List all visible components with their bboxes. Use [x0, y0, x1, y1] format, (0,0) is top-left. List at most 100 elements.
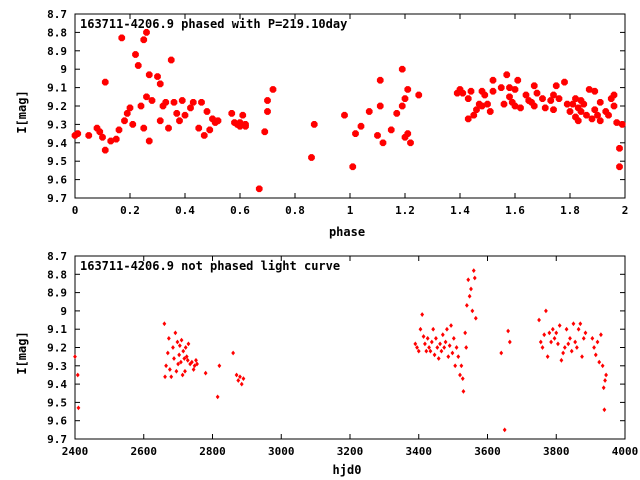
data-point — [580, 100, 588, 108]
data-point — [132, 51, 139, 58]
data-point — [591, 106, 599, 114]
data-point — [573, 339, 578, 345]
data-point — [239, 381, 244, 387]
data-point — [506, 84, 513, 91]
data-point — [550, 106, 557, 114]
data-point — [506, 328, 511, 334]
data-point — [561, 78, 568, 86]
data-point — [308, 154, 315, 161]
data-point — [610, 102, 618, 110]
data-point — [541, 104, 549, 112]
data-point — [436, 356, 441, 361]
unphased-y-axis-label: I[mag] — [15, 331, 29, 374]
data-point — [310, 121, 318, 128]
y-tick-label: 8.8 — [47, 26, 67, 39]
y-tick-label: 9.6 — [47, 174, 67, 187]
data-point — [154, 73, 161, 80]
data-point — [559, 357, 564, 363]
data-point — [459, 89, 467, 97]
data-point — [76, 405, 81, 411]
data-point — [580, 354, 584, 360]
data-point — [489, 76, 497, 84]
data-point — [181, 348, 186, 354]
data-point — [374, 132, 381, 139]
y-tick-label: 8.9 — [47, 287, 67, 300]
data-point — [166, 335, 171, 341]
data-point — [198, 98, 205, 106]
x-tick-label: 2600 — [131, 445, 158, 458]
data-point — [200, 132, 208, 139]
y-tick-label: 9.5 — [47, 155, 67, 168]
data-point — [447, 343, 452, 349]
data-point — [118, 34, 126, 42]
data-point — [596, 117, 604, 125]
data-point — [123, 110, 131, 117]
x-tick-label: 0.4 — [175, 204, 195, 217]
y-tick-label: 9.5 — [47, 396, 67, 409]
data-point — [194, 357, 198, 363]
data-point — [365, 108, 373, 115]
data-point — [533, 89, 541, 97]
data-point — [189, 359, 194, 365]
x-tick-label: 1 — [347, 204, 354, 217]
data-point — [556, 341, 560, 347]
data-point — [178, 359, 183, 365]
data-point — [464, 115, 472, 123]
data-point — [162, 98, 170, 106]
data-point — [574, 345, 579, 350]
data-point — [581, 335, 586, 341]
data-point — [583, 330, 588, 336]
data-point — [236, 378, 241, 383]
data-point — [264, 97, 271, 104]
data-point — [600, 363, 605, 369]
x-tick-label: 3400 — [406, 445, 433, 458]
x-tick-label: 0.8 — [285, 204, 305, 217]
data-point — [415, 345, 419, 350]
data-point — [547, 97, 555, 104]
data-point — [195, 361, 199, 367]
data-point — [206, 126, 214, 134]
data-point — [434, 335, 438, 341]
data-point — [599, 332, 603, 338]
data-point — [177, 343, 182, 349]
data-point — [522, 91, 530, 99]
data-point — [148, 97, 156, 104]
data-point — [473, 315, 478, 321]
data-point — [486, 108, 494, 115]
data-point — [467, 293, 472, 299]
y-tick-label: 9.2 — [47, 342, 67, 355]
data-point — [189, 98, 197, 106]
data-point — [503, 71, 511, 79]
data-point — [420, 312, 425, 317]
data-point — [464, 345, 469, 350]
data-point — [499, 350, 504, 356]
data-point — [497, 84, 505, 91]
x-tick-label: 1.6 — [505, 204, 525, 217]
phased-data-points — [71, 29, 626, 193]
data-point — [478, 102, 486, 110]
data-point — [195, 124, 203, 132]
data-point — [185, 357, 190, 363]
data-point — [107, 137, 115, 145]
data-point — [470, 308, 475, 314]
data-point — [446, 354, 451, 360]
data-point — [552, 82, 560, 90]
data-point — [140, 36, 148, 44]
data-point — [165, 124, 172, 132]
data-point — [574, 117, 582, 125]
data-point — [401, 95, 409, 102]
data-point — [544, 308, 548, 314]
data-point — [173, 330, 178, 336]
data-point — [456, 354, 461, 360]
data-point — [502, 427, 507, 433]
data-point — [156, 80, 164, 88]
data-point — [179, 337, 184, 343]
data-point — [349, 163, 357, 171]
data-point — [182, 356, 187, 361]
data-point — [172, 356, 176, 361]
data-point — [175, 339, 180, 345]
data-point — [427, 345, 431, 350]
data-point — [167, 56, 175, 64]
data-point — [443, 339, 448, 345]
